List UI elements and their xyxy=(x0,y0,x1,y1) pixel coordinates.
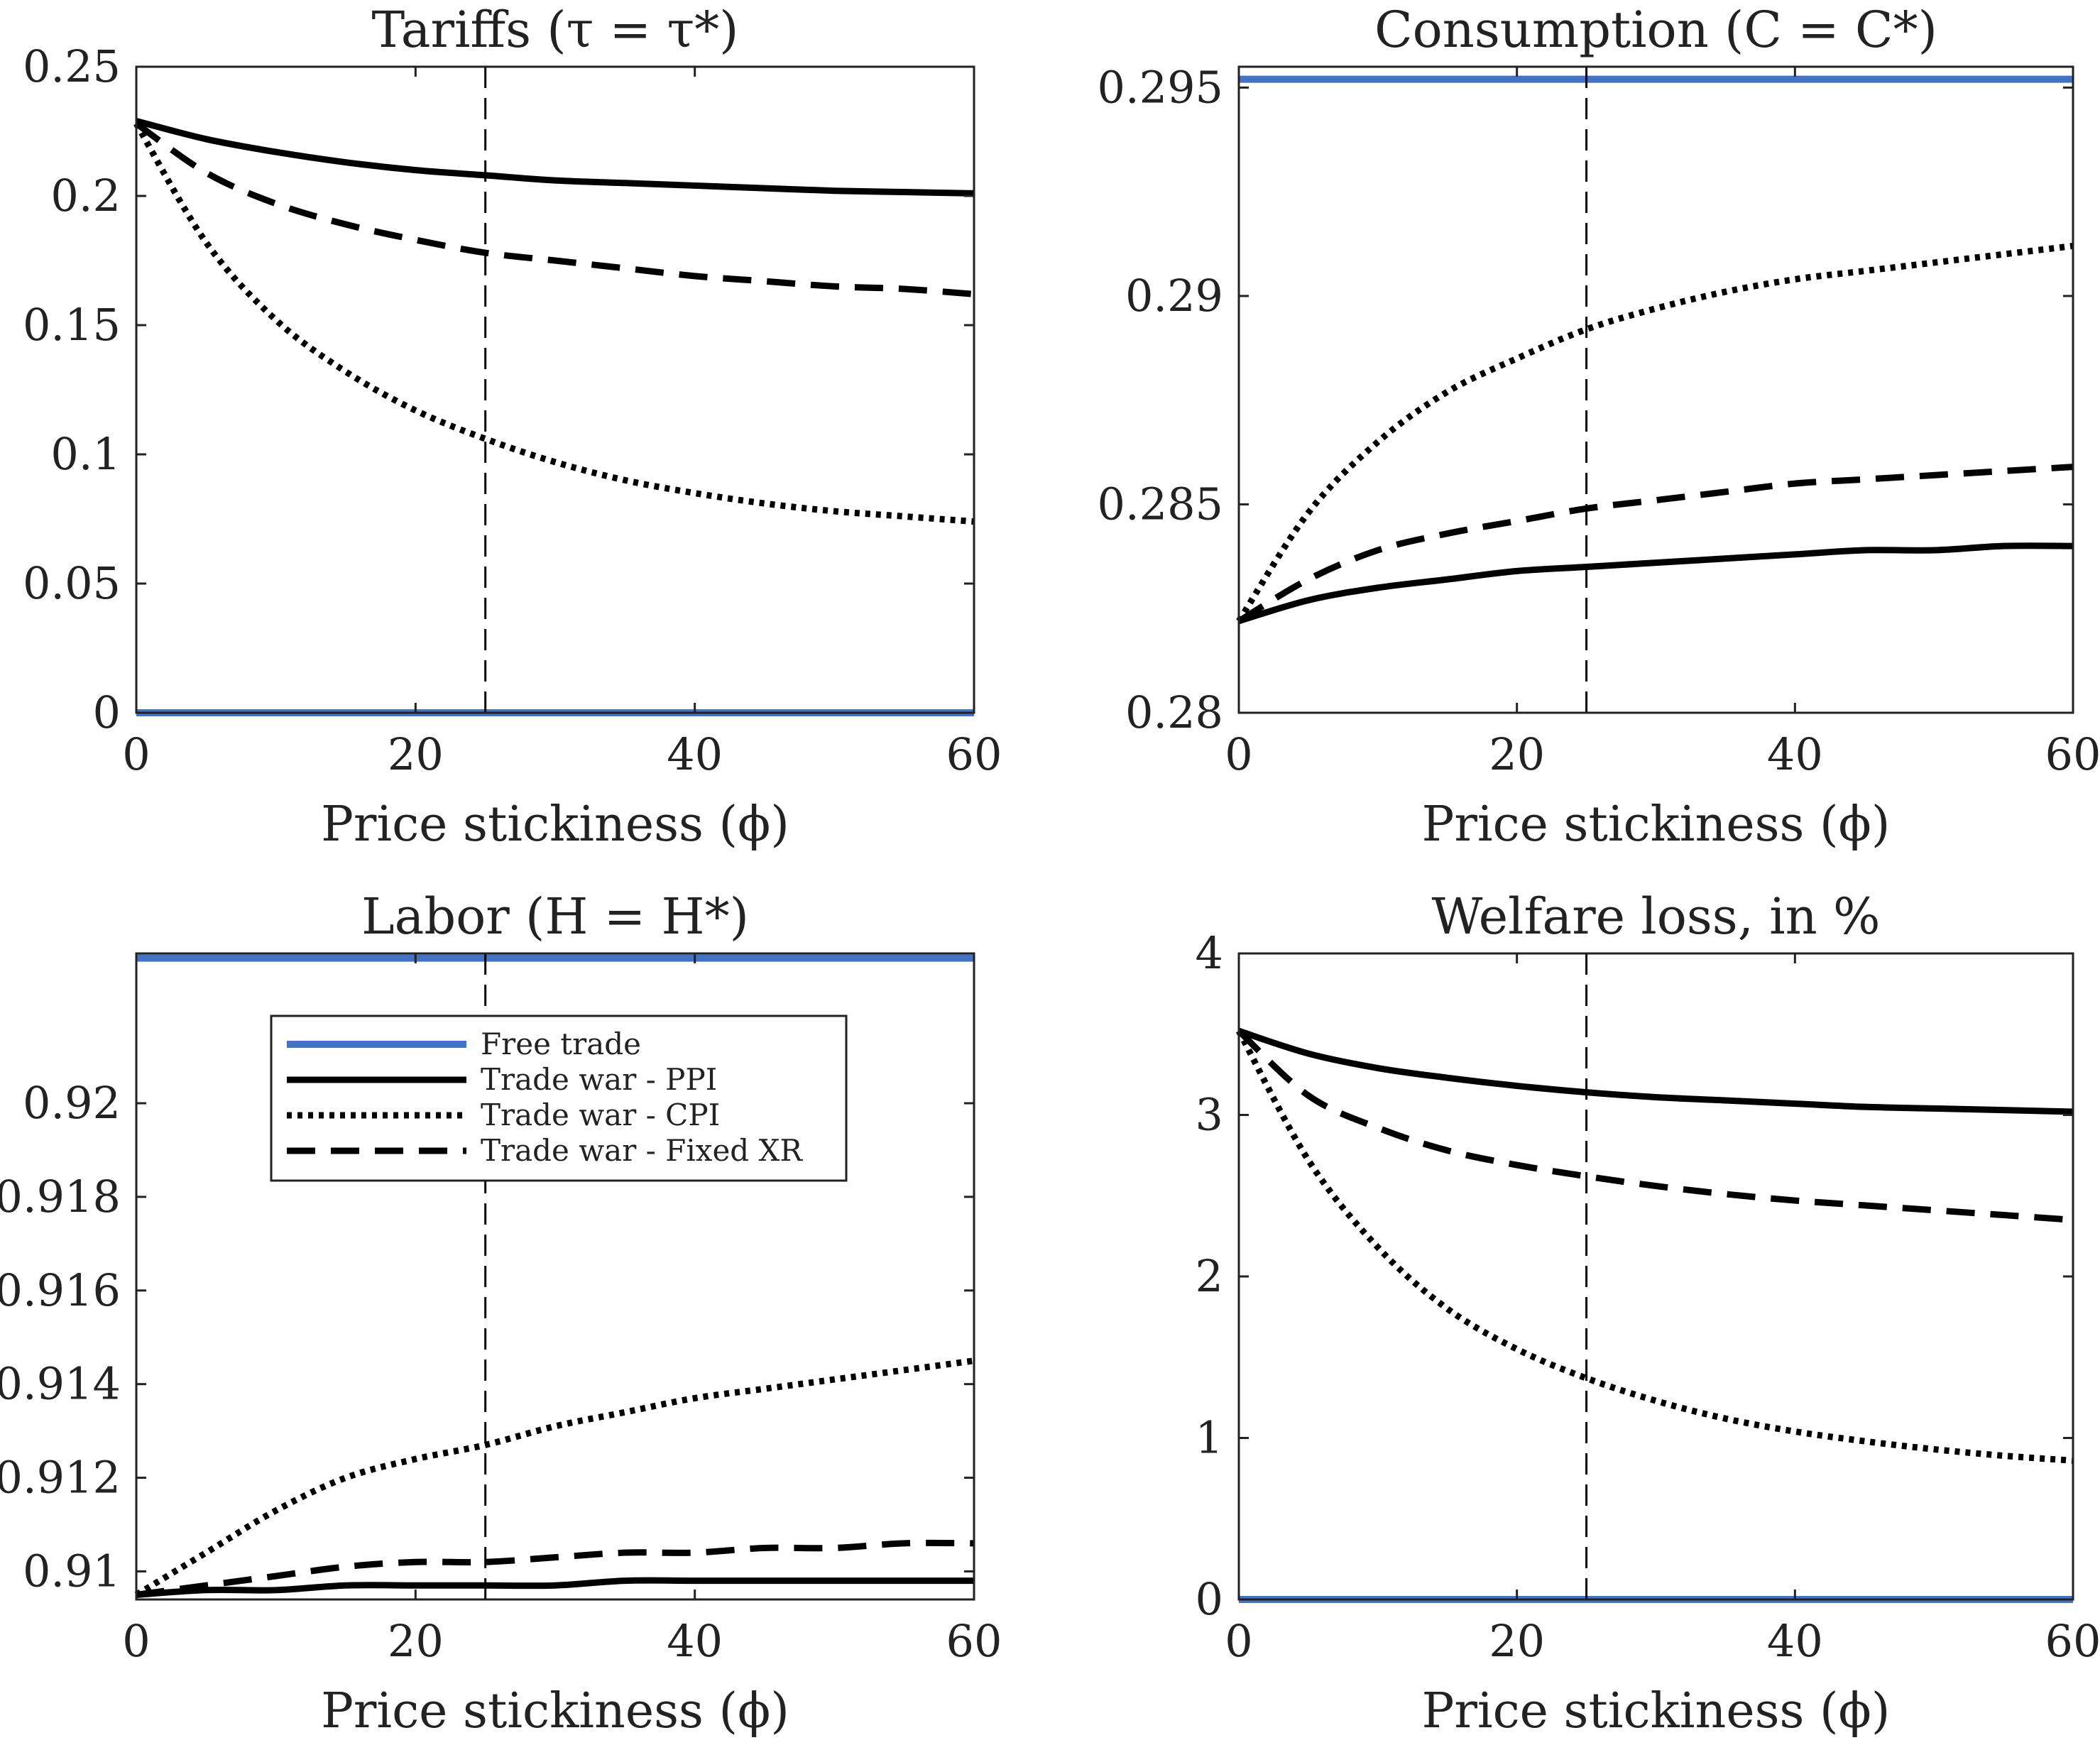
series-line-trade-war-ppi xyxy=(136,1577,974,1598)
y-tick-label: 0.91 xyxy=(23,1545,121,1597)
chart-panel-1: 0 20 40 60 0 0.05 0.1 0.15 0.2 0.25 Tariffs (τ = τ… xyxy=(23,1,1002,853)
y-tick-label: 2 xyxy=(1196,1250,1223,1302)
x-tick-label: 0 xyxy=(1225,1615,1252,1667)
y-tick-label: 0.1 xyxy=(50,428,121,480)
y-tick-label: 0.914 xyxy=(0,1358,121,1410)
x-tick-label: 60 xyxy=(2045,1615,2100,1667)
axes-frame xyxy=(1237,65,2074,714)
y-tick-label: 0.28 xyxy=(1125,686,1223,738)
series-line-trade-war-cpi xyxy=(133,121,975,525)
series-group xyxy=(1236,75,2074,625)
x-tick-label: 60 xyxy=(946,728,1002,780)
x-tick-label: 40 xyxy=(667,1615,723,1667)
y-tick-label: 0 xyxy=(93,686,121,738)
x-tick-label: 60 xyxy=(946,1615,1002,1667)
axes-frame xyxy=(135,952,975,1601)
axes-frame xyxy=(1237,952,2074,1601)
series-line-trade-war-cpi xyxy=(1236,242,2074,623)
y-tick-label: 0.2 xyxy=(50,170,121,221)
x-axis-label: Price stickiness (ϕ) xyxy=(321,797,789,853)
chart-panel-2: 0 20 40 60 0.28 0.285 0.29 0.295 Consumption (C … xyxy=(1098,1,2100,853)
series-line-trade-war-fixed-xr xyxy=(136,1539,975,1598)
y-tick-label: 0.25 xyxy=(23,40,121,92)
x-axis-label: Price stickiness (ϕ) xyxy=(321,1683,789,1739)
series-line-trade-war-fixed-xr xyxy=(134,121,975,297)
panel-title: Welfare loss, in % xyxy=(1432,887,1881,946)
x-tick-label: 20 xyxy=(1489,728,1545,780)
series-line-trade-war-ppi xyxy=(135,118,975,197)
x-axis-label: Price stickiness (ϕ) xyxy=(1422,1683,1891,1739)
y-tick-label: 4 xyxy=(1196,927,1223,979)
y-tick-label: 1 xyxy=(1196,1412,1223,1464)
y-tick-label: 0.918 xyxy=(0,1171,121,1222)
series-line-trade-war-ppi xyxy=(1237,1027,2074,1115)
x-tick-label: 60 xyxy=(2045,728,2100,780)
legend-label: Trade war - CPI xyxy=(481,1098,720,1132)
x-tick-label: 0 xyxy=(122,1615,150,1667)
series-group xyxy=(134,954,975,1598)
y-tick-label: 0.912 xyxy=(0,1452,121,1504)
legend-label: Trade war - Fixed XR xyxy=(481,1133,803,1168)
chart-panel-3: 0 20 40 60 0.91 0.912 0.914 0.916 0.918 0.92 Labor… xyxy=(0,887,1002,1739)
x-tick-label: 0 xyxy=(122,728,150,780)
x-tick-label: 0 xyxy=(1225,728,1252,780)
panel-title: Consumption (C = C*) xyxy=(1374,1,1937,59)
series-group xyxy=(133,118,975,717)
x-tick-label: 40 xyxy=(667,728,723,780)
y-tick-label: 0 xyxy=(1196,1573,1223,1625)
series-line-trade-war-fixed-xr xyxy=(1236,1028,2074,1223)
chart-panel-4: 0 20 40 60 0 1 2 3 4 Welfare loss, in % Price stic… xyxy=(1196,887,2100,1739)
y-tick-label: 3 xyxy=(1196,1089,1223,1141)
panel-title: Labor (H = H*) xyxy=(361,887,749,946)
x-tick-label: 20 xyxy=(1489,1615,1545,1667)
y-tick-label: 0.15 xyxy=(23,299,121,351)
x-axis-label: Price stickiness (ϕ) xyxy=(1422,797,1891,853)
series-group xyxy=(1236,1027,2074,1604)
series-line-trade-war-cpi xyxy=(134,1357,975,1598)
y-tick-label: 0.295 xyxy=(1098,61,1224,113)
y-tick-label: 0.05 xyxy=(23,557,121,609)
x-tick-label: 20 xyxy=(388,728,444,780)
y-tick-label: 0.92 xyxy=(23,1077,121,1129)
series-line-trade-war-ppi xyxy=(1237,542,2074,625)
axes-frame xyxy=(135,65,975,714)
y-tick-label: 0.285 xyxy=(1098,478,1224,530)
series-line-trade-war-cpi xyxy=(1236,1029,2074,1464)
y-tick-label: 0.29 xyxy=(1125,270,1223,322)
x-tick-label: 40 xyxy=(1767,728,1823,780)
legend-label: Free trade xyxy=(481,1027,641,1061)
x-tick-label: 20 xyxy=(388,1615,444,1667)
series-line-trade-war-fixed-xr xyxy=(1237,464,2074,624)
x-tick-label: 40 xyxy=(1767,1615,1823,1667)
panel-title: Tariffs (τ = τ*) xyxy=(372,1,739,59)
y-tick-label: 0.916 xyxy=(0,1264,121,1316)
legend-label: Trade war - PPI xyxy=(481,1062,717,1097)
